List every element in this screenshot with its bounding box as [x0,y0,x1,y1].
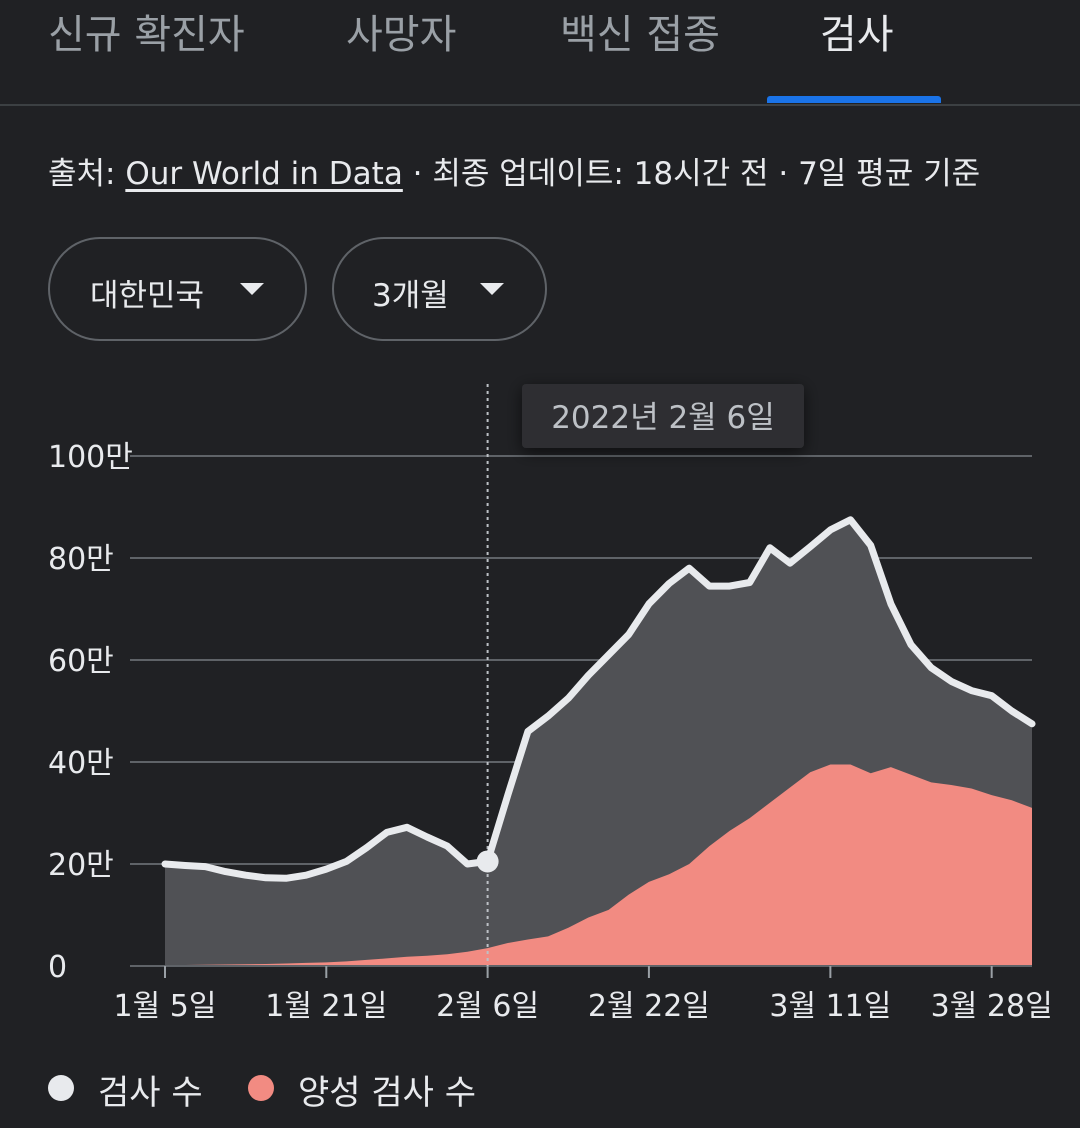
hover-point [476,850,499,873]
x-tick-label: 1월 5일 [114,989,217,1024]
period-dropdown[interactable]: 3개월 [332,237,547,341]
y-tick-label: 40만 [48,746,114,781]
y-tick-label: 20만 [48,848,114,883]
positive-tests-area [165,764,1032,966]
period-dropdown-label: 3개월 [372,278,449,314]
region-dropdown-label: 대한민국 [90,278,205,314]
caret-down-icon [240,283,264,295]
tooltip-date: 2022년 2월 6일 [551,400,775,436]
active-tab-indicator [767,96,941,103]
legend-positive-label: 양성 검사 수 [298,1073,477,1113]
tab-testing[interactable]: 검사 [820,12,894,58]
y-tick-label: 80만 [48,542,114,577]
source-link[interactable]: Our World in Data [125,156,403,192]
source-suffix: · 최종 업데이트: 18시간 전 · 7일 평균 기준 [402,156,981,192]
source-prefix: 출처: [48,156,126,192]
y-tick-label: 60만 [48,644,114,679]
testing-chart[interactable]: 0 20만 40만 60만 80만 100만 1월 5일 1월 21일 2월 6일 2월 22일… [0,370,1080,1050]
date-tooltip: 2022년 2월 6일 [522,384,804,448]
chart-grid: 0 20만 40만 60만 80만 100만 [48,440,1032,985]
region-dropdown[interactable]: 대한민국 [48,237,307,341]
y-tick-label: 100만 [48,440,133,475]
x-tick-label: 2월 6일 [436,989,539,1024]
y-tick-label: 0 [48,950,67,985]
legend-tests-label: 검사 수 [98,1073,203,1113]
tab-deaths[interactable]: 사망자 [346,12,457,58]
tooltip-box [522,384,804,448]
x-tick-label: 2월 22일 [588,989,710,1024]
tab-vaccination[interactable]: 백신 접종 [560,12,720,58]
source-line: 출처: Our World in Data · 최종 업데이트: 18시간 전 … [48,148,980,193]
x-tick-label: 1월 21일 [265,989,387,1024]
tab-new-cases[interactable]: 신규 확진자 [48,12,245,58]
x-tick-label: 3월 11일 [769,989,891,1024]
tab-bar: 신규 확진자 사망자 백신 접종 검사 [0,0,1080,106]
legend-positive-dot [248,1075,274,1101]
x-axis-ticks: 1월 5일 1월 21일 2월 6일 2월 22일 3월 11일 3월 28일 [114,966,1053,1024]
x-tick-label: 3월 28일 [931,989,1053,1024]
tests-line [161,516,1036,882]
legend-tests-dot [48,1075,74,1101]
caret-down-icon [480,283,504,295]
